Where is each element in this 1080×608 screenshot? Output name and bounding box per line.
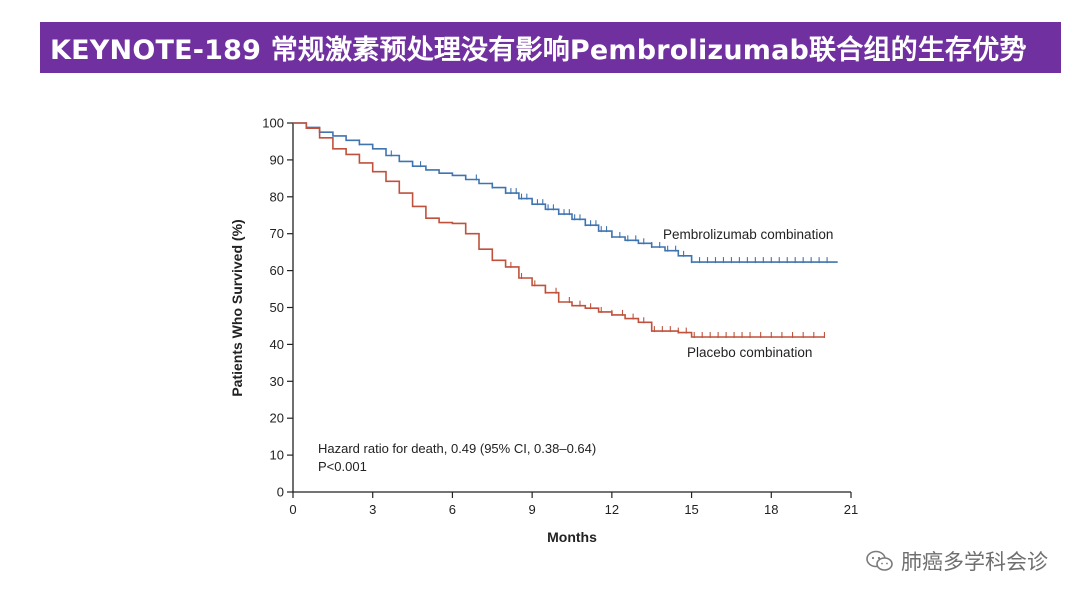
watermark: 肺癌多学科会诊 bbox=[865, 546, 1048, 576]
title-bar: KEYNOTE-189 常规激素预处理没有影响Pembrolizumab联合组的… bbox=[40, 22, 1061, 73]
hazard-ratio-text: Hazard ratio for death, 0.49 (95% CI, 0.… bbox=[318, 441, 596, 456]
x-tick-label: 15 bbox=[684, 502, 698, 517]
y-tick-label: 80 bbox=[270, 189, 284, 204]
y-tick-label: 90 bbox=[270, 152, 284, 167]
y-tick-label: 30 bbox=[270, 374, 284, 389]
y-tick-label: 10 bbox=[270, 448, 284, 463]
x-tick-label: 18 bbox=[764, 502, 778, 517]
chart-axes: 0 10 20 30 40 50 60 70 80 90 100 0 3 6 9 12 15 18 21 bbox=[262, 116, 858, 518]
p-value-text: P<0.001 bbox=[318, 459, 367, 474]
x-tick-label: 21 bbox=[844, 502, 858, 517]
x-axis-title: Months bbox=[547, 529, 597, 545]
x-tick-label: 12 bbox=[605, 502, 619, 517]
y-tick-label: 70 bbox=[270, 226, 284, 241]
y-tick-label: 100 bbox=[262, 116, 284, 131]
watermark-text: 肺癌多学科会诊 bbox=[901, 550, 1048, 574]
series-line-pembrolizumab bbox=[293, 122, 838, 263]
x-tick-label: 9 bbox=[529, 502, 536, 517]
series-label-placebo: Placebo combination bbox=[687, 345, 812, 360]
slide-title: KEYNOTE-189 常规激素预处理没有影响Pembrolizumab联合组的… bbox=[50, 35, 1027, 66]
y-tick-label: 20 bbox=[270, 411, 284, 426]
y-tick-label: 50 bbox=[270, 300, 284, 315]
series-line-placebo bbox=[293, 122, 825, 338]
y-tick-label: 60 bbox=[270, 263, 284, 278]
series-label-pembrolizumab: Pembrolizumab combination bbox=[663, 227, 833, 242]
y-tick-label: 40 bbox=[270, 337, 284, 352]
y-tick-label: 0 bbox=[277, 485, 284, 500]
y-axis-title: Patients Who Survived (%) bbox=[229, 219, 245, 396]
x-tick-label: 0 bbox=[289, 502, 296, 517]
x-tick-label: 6 bbox=[449, 502, 456, 517]
x-tick-label: 3 bbox=[369, 502, 376, 517]
wechat-icon bbox=[866, 550, 893, 571]
chart-series bbox=[293, 122, 838, 339]
